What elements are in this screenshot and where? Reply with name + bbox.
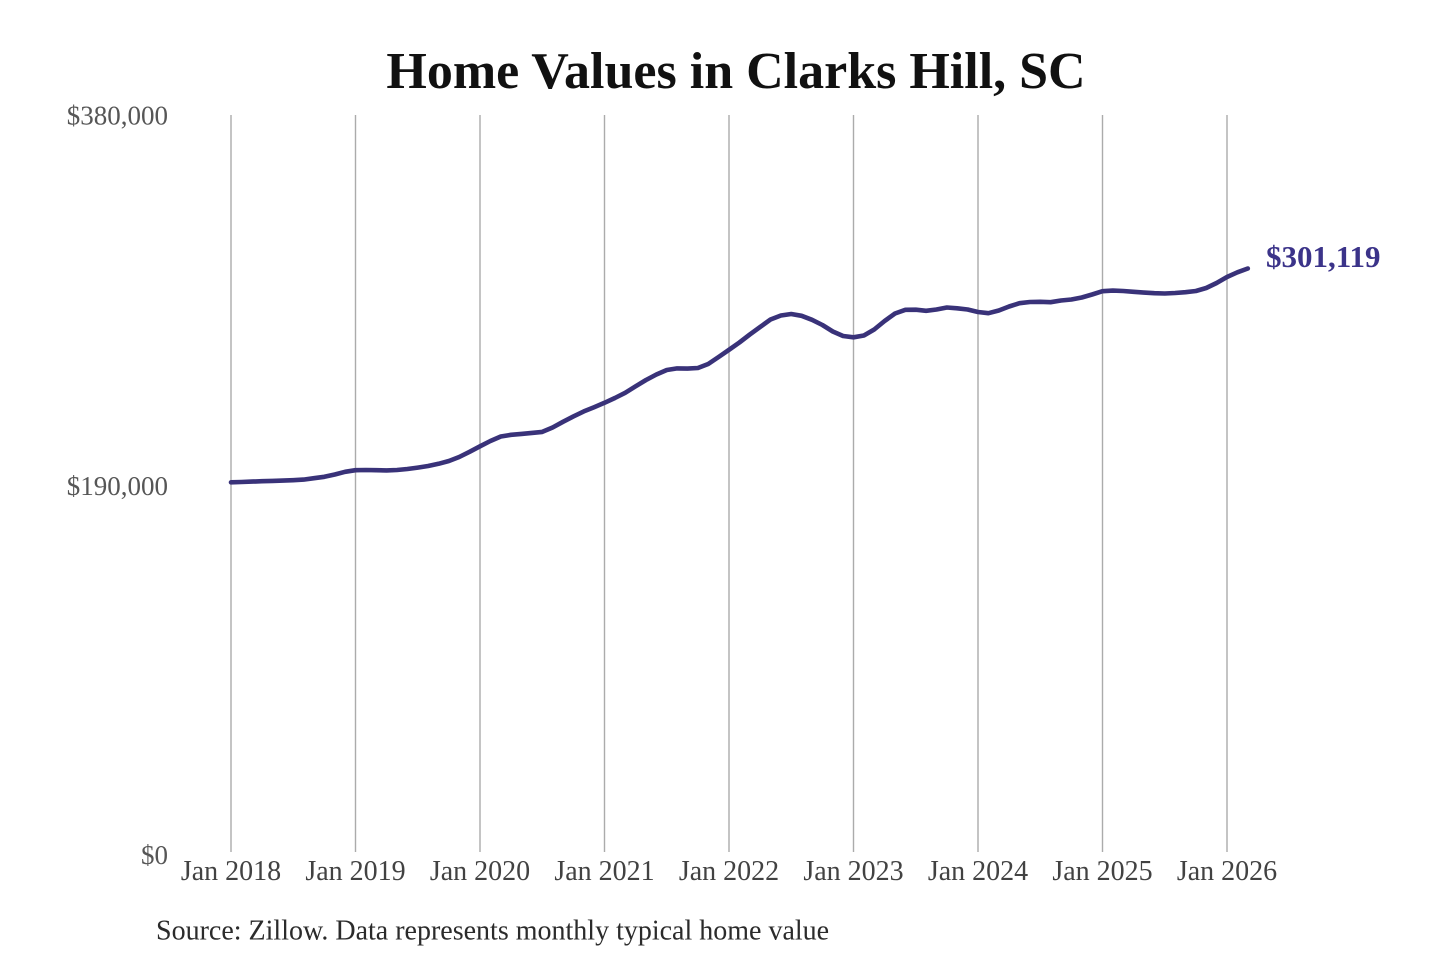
svg-text:Jan 2018: Jan 2018 (181, 856, 281, 887)
svg-text:Home Values in Clarks Hill, SC: Home Values in Clarks Hill, SC (386, 43, 1085, 100)
svg-text:Jan 2022: Jan 2022 (679, 856, 779, 887)
svg-text:Jan 2019: Jan 2019 (305, 856, 405, 887)
svg-text:Jan 2021: Jan 2021 (554, 856, 654, 887)
svg-text:$190,000: $190,000 (67, 471, 168, 501)
svg-text:Jan 2023: Jan 2023 (803, 856, 903, 887)
svg-text:Source: Zillow. Data represent: Source: Zillow. Data represents monthly … (156, 916, 829, 947)
svg-text:$380,000: $380,000 (67, 101, 168, 131)
svg-text:Jan 2020: Jan 2020 (430, 856, 530, 887)
svg-text:Jan 2024: Jan 2024 (928, 856, 1028, 887)
svg-text:$301,119: $301,119 (1266, 239, 1381, 274)
svg-text:$0: $0 (141, 840, 168, 870)
svg-text:Jan 2025: Jan 2025 (1052, 856, 1152, 887)
svg-text:Jan 2026: Jan 2026 (1177, 856, 1277, 887)
